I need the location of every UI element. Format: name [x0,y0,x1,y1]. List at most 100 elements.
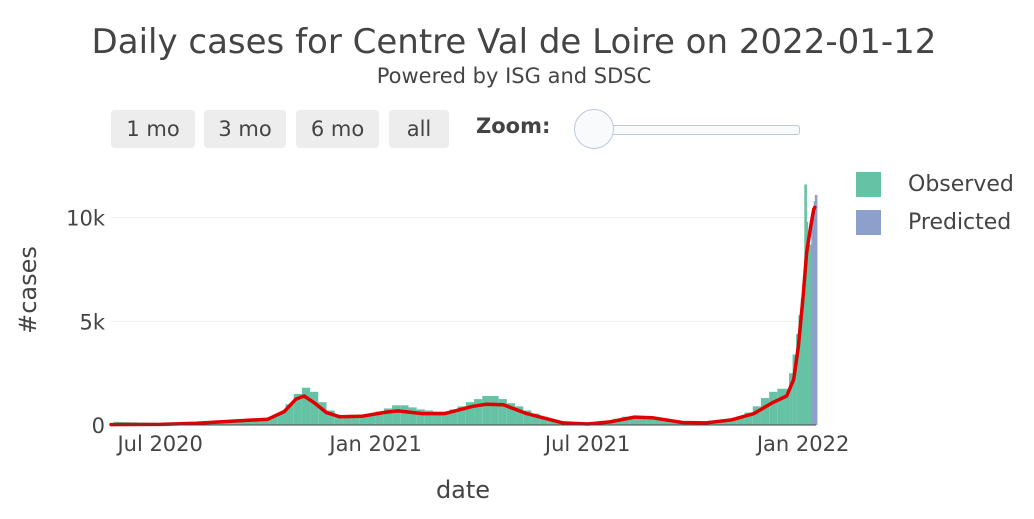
bar-observed-16[interactable] [244,419,253,425]
bar-observed-52[interactable] [539,416,548,425]
bar-observed-0[interactable] [113,421,122,425]
bar-observed-17[interactable] [252,418,261,425]
bar-observed-22[interactable] [293,393,302,425]
bar-observed-28[interactable] [342,416,352,425]
bar-observed-7[interactable] [170,423,179,425]
bar-observed-8[interactable] [178,422,188,425]
bar-observed-33[interactable] [383,408,393,425]
bar-observed-20[interactable] [277,412,286,425]
bar-observed-89[interactable] [804,184,807,425]
bar-observed-3[interactable] [137,422,147,425]
bar-observed-87[interactable] [800,298,804,425]
bar-observed-14[interactable] [228,420,237,425]
bar-observed-57[interactable] [580,423,589,425]
bar-observed-29[interactable] [351,416,360,425]
bar-observed-84[interactable] [792,354,797,425]
bar-observed-6[interactable] [162,423,171,425]
range-button-1-month[interactable]: 1 mo [111,110,195,148]
bar-observed-85[interactable] [796,333,799,425]
bar-observed-32[interactable] [375,411,384,425]
bar-observed-51[interactable] [531,413,540,425]
bar-observed-50[interactable] [523,410,532,425]
bar-observed-24[interactable] [310,391,319,425]
zoom-slider-grip[interactable] [574,109,614,149]
bar-observed-70[interactable] [687,422,696,425]
bar-observed-88[interactable] [801,290,805,425]
bar-observed-42[interactable] [457,406,466,425]
bar-observed-36[interactable] [408,407,417,425]
bar-observed-59[interactable] [597,422,606,425]
bar-observed-77[interactable] [744,412,753,425]
bar-observed-74[interactable] [719,420,729,425]
bar-observed-41[interactable] [449,409,458,425]
bar-predicted-3[interactable] [814,194,818,425]
bar-observed-11[interactable] [203,421,212,425]
zoom-slider-rail[interactable] [594,125,800,135]
bar-observed-71[interactable] [695,422,704,425]
bar-observed-26[interactable] [326,410,335,425]
bar-observed-18[interactable] [260,418,270,425]
bar-observed-30[interactable] [359,415,368,425]
range-button-6-months[interactable]: 6 mo [296,110,379,148]
legend-item-predicted[interactable]: Predicted [856,210,1011,235]
bar-observed-4[interactable] [146,422,155,425]
bar-observed-90[interactable] [805,221,809,425]
bar-observed-81[interactable] [777,388,786,425]
bar-observed-19[interactable] [269,416,278,425]
bar-observed-78[interactable] [752,406,761,425]
bar-observed-65[interactable] [646,417,655,425]
bar-observed-60[interactable] [605,420,614,425]
bar-observed-72[interactable] [703,422,712,425]
bar-observed-2[interactable] [129,422,138,425]
bar-observed-9[interactable] [187,422,196,425]
bar-observed-93[interactable] [808,246,812,425]
bar-observed-39[interactable] [433,411,442,425]
bar-observed-67[interactable] [662,420,671,425]
bar-observed-94[interactable] [810,244,813,425]
bar-observed-80[interactable] [769,391,778,425]
bar-observed-34[interactable] [392,405,401,425]
range-button-3-months[interactable]: 3 mo [204,110,286,148]
bar-predicted-2[interactable] [813,201,817,425]
bar-observed-75[interactable] [728,418,737,425]
bar-observed-45[interactable] [482,395,491,425]
bar-observed-27[interactable] [334,415,343,425]
bar-observed-73[interactable] [711,422,720,425]
bar-predicted-0[interactable] [811,228,814,425]
bar-observed-69[interactable] [678,422,688,425]
bar-observed-53[interactable] [547,419,557,425]
bar-observed-86[interactable] [798,315,802,425]
bar-observed-37[interactable] [416,409,425,425]
bar-observed-62[interactable] [621,416,630,425]
bar-observed-13[interactable] [219,420,229,425]
bar-observed-21[interactable] [285,404,294,425]
bar-observed-61[interactable] [613,418,622,425]
bar-observed-79[interactable] [760,398,770,425]
bar-observed-83[interactable] [789,373,793,425]
bar-predicted-1[interactable] [812,213,816,425]
bar-observed-49[interactable] [515,406,524,425]
bar-observed-92[interactable] [807,244,811,425]
bar-observed-5[interactable] [154,422,163,425]
range-button-all[interactable]: all [389,110,449,148]
bar-observed-54[interactable] [556,421,565,425]
bar-observed-38[interactable] [424,410,434,425]
bar-observed-66[interactable] [654,419,663,425]
bar-observed-47[interactable] [498,399,507,425]
bar-observed-64[interactable] [637,416,647,425]
bar-observed-40[interactable] [441,411,450,425]
bar-observed-25[interactable] [318,402,327,425]
bar-observed-43[interactable] [465,402,475,425]
legend-item-observed[interactable]: Observed [856,172,1014,197]
bar-observed-48[interactable] [506,403,516,425]
bar-observed-63[interactable] [629,416,638,425]
bar-observed-15[interactable] [236,419,245,425]
bar-observed-1[interactable] [121,422,130,425]
bar-observed-10[interactable] [195,422,204,425]
bar-observed-58[interactable] [588,423,598,425]
bar-observed-91[interactable] [806,236,810,425]
bar-observed-76[interactable] [736,416,745,425]
bar-observed-56[interactable] [572,423,581,425]
bar-observed-46[interactable] [490,395,499,425]
bar-observed-31[interactable] [367,413,376,425]
